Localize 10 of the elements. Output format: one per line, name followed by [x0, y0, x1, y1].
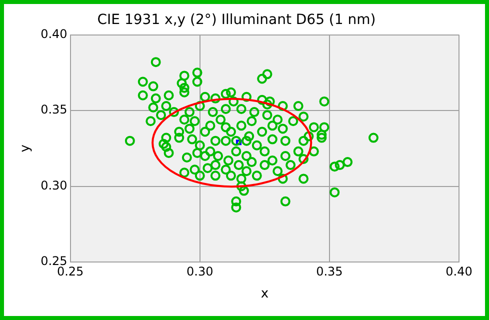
x-tick-label: 0.25	[56, 264, 84, 278]
y-tick-label: 0.35	[40, 102, 68, 117]
x-axis-title: x	[260, 286, 269, 302]
x-tick-label: 0.35	[316, 264, 343, 278]
y-tick-label: 0.30	[40, 178, 68, 192]
x-tick-label: 0.40	[446, 264, 472, 278]
y-axis-title: y	[18, 144, 34, 152]
x-tick-label: 0.30	[186, 264, 214, 278]
y-tick-label: 0.40	[40, 26, 68, 41]
chart-title: CIE 1931 x,y (2°) Illuminant D65 (1 nm)	[97, 12, 376, 28]
